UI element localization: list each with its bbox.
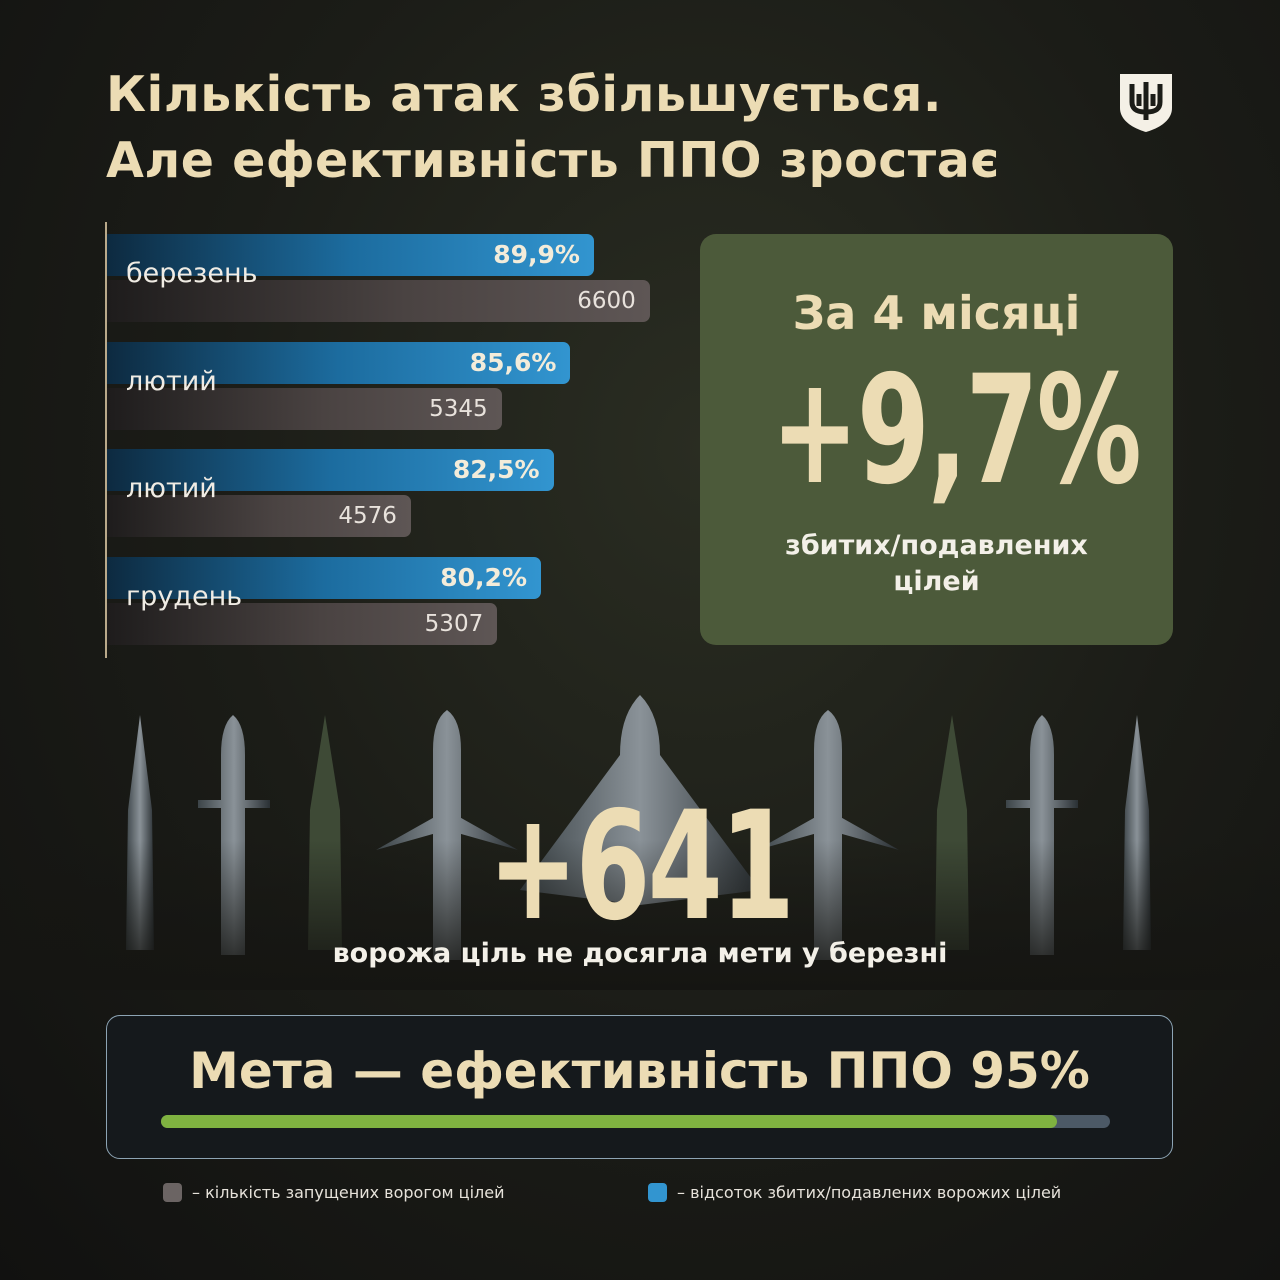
- trident-emblem-icon: [1120, 74, 1172, 132]
- category-label: березень: [126, 258, 258, 289]
- chart-axis: [105, 222, 107, 658]
- bar-percent: 80,2%: [107, 556, 541, 599]
- legend-item-count: – кількість запущених ворогом цілей: [163, 1183, 504, 1202]
- title-line-1: Кількість атак збільшується.: [106, 66, 942, 123]
- panel-value: +9,7%: [770, 344, 1142, 518]
- missiles-illustration: [0, 690, 1280, 990]
- goal-box: Мета — ефективність ППО 95%: [106, 1015, 1173, 1159]
- goal-progress-bar: [161, 1115, 1110, 1128]
- legend-swatch-blue: [648, 1183, 667, 1202]
- panel-heading: За 4 місяці: [792, 286, 1081, 340]
- panel-caption-2: цілей: [893, 566, 980, 597]
- bar-percent: 85,6%: [107, 341, 571, 384]
- title-line-2: Але ефективність ППО зростає: [106, 132, 1000, 189]
- bar-count: 5307: [107, 602, 498, 645]
- goal-progress-fill: [161, 1115, 1057, 1128]
- bar-percent: 82,5%: [107, 449, 554, 491]
- legend-item-percent: – відсоток збитих/подавлених ворожих ціл…: [648, 1183, 1061, 1202]
- bar-count: 5345: [107, 387, 502, 430]
- bar-count: 4576: [107, 495, 411, 537]
- goal-text: Мета — ефективність ППО 95%: [189, 1042, 1090, 1100]
- category-label: грудень: [126, 580, 243, 612]
- intercepted-caption: ворожа ціль не досягла мети у березні: [332, 938, 948, 969]
- legend-swatch-gray: [163, 1183, 182, 1202]
- bar-percent: 89,9%: [107, 234, 594, 276]
- bar-count: 6600: [107, 280, 650, 322]
- category-label: лютий: [126, 473, 217, 504]
- page-title: Кількість атак збільшується. Але ефектив…: [106, 62, 1000, 194]
- summary-panel: За 4 місяці +9,7% збитих/подавлених ціле…: [700, 234, 1173, 645]
- panel-caption-1: збитих/подавлених: [785, 530, 1088, 561]
- category-label: лютий: [126, 365, 217, 397]
- legend-label: – кількість запущених ворогом цілей: [192, 1183, 505, 1202]
- intercepted-count: +641: [487, 780, 795, 954]
- legend-label: – відсоток збитих/подавлених ворожих ціл…: [677, 1183, 1062, 1202]
